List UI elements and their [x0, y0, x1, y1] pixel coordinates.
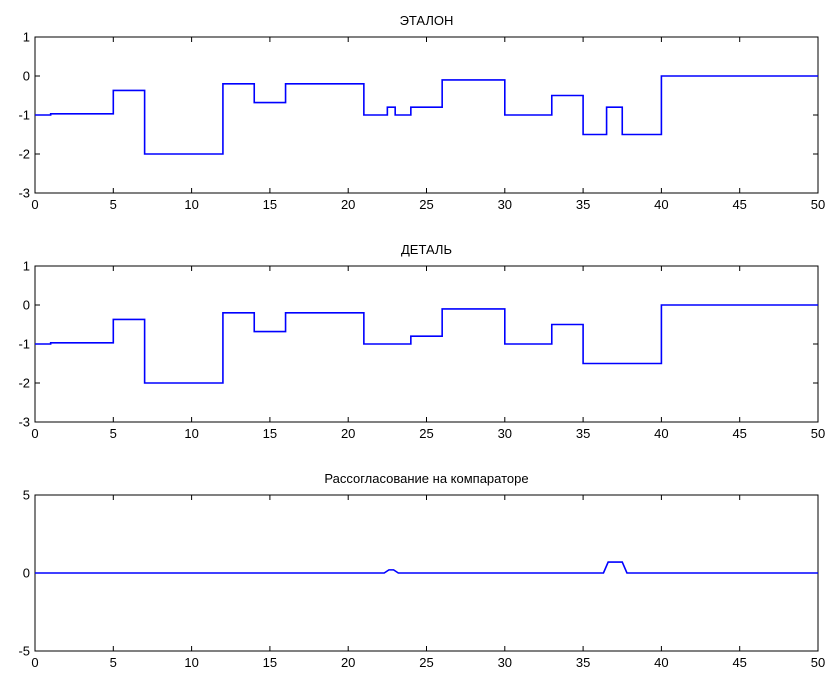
y-tick-label: -2 — [18, 376, 30, 391]
y-tick-label: -1 — [18, 337, 30, 352]
x-tick-label: 5 — [110, 655, 117, 670]
chart-title: Рассогласование на компараторе — [324, 471, 528, 486]
y-tick-label: 1 — [23, 259, 30, 274]
x-tick-label: 35 — [576, 426, 590, 441]
x-tick-label: 20 — [341, 197, 355, 212]
subplot-3: Рассогласование на компараторе 0 5 10 15 20 25… — [18, 471, 825, 670]
x-tick-label: 20 — [341, 426, 355, 441]
x-tick-label: 45 — [732, 197, 746, 212]
y-tick-label: -5 — [18, 644, 30, 659]
x-tick-label: 25 — [419, 197, 433, 212]
x-tick-label: 45 — [732, 655, 746, 670]
y-tick-label: 0 — [23, 298, 30, 313]
x-tick-label: 40 — [654, 426, 668, 441]
x-tick-label: 0 — [31, 426, 38, 441]
x-tick-label: 40 — [654, 655, 668, 670]
chart-title: ДЕТАЛЬ — [401, 242, 452, 257]
chart-title: ЭТАЛОН — [400, 13, 454, 28]
y-tick-label: 1 — [23, 30, 30, 45]
x-tick-label: 10 — [184, 197, 198, 212]
x-tick-label: 45 — [732, 426, 746, 441]
y-tick-label: 0 — [23, 566, 30, 581]
x-tick-label: 10 — [184, 426, 198, 441]
series-line — [35, 304, 818, 384]
series-line — [35, 561, 818, 574]
x-tick-label: 15 — [263, 426, 277, 441]
y-tick-label: -3 — [18, 415, 30, 430]
y-tick-label: -3 — [18, 186, 30, 201]
x-tick-label: 20 — [341, 655, 355, 670]
x-tick-label: 0 — [31, 655, 38, 670]
x-tick-label: 30 — [498, 426, 512, 441]
series-line — [35, 75, 818, 155]
x-tick-label: 50 — [811, 197, 825, 212]
x-tick-label: 50 — [811, 426, 825, 441]
x-tick-label: 25 — [419, 655, 433, 670]
y-tick-label: 5 — [23, 488, 30, 503]
x-tick-label: 35 — [576, 197, 590, 212]
y-tick-label: -1 — [18, 108, 30, 123]
x-tick-label: 5 — [110, 426, 117, 441]
x-tick-label: 50 — [811, 655, 825, 670]
x-tick-label: 35 — [576, 655, 590, 670]
x-tick-label: 25 — [419, 426, 433, 441]
x-tick-label: 5 — [110, 197, 117, 212]
y-tick-label: 0 — [23, 69, 30, 84]
y-tick-label: -2 — [18, 147, 30, 162]
x-tick-label: 15 — [263, 197, 277, 212]
x-tick-label: 0 — [31, 197, 38, 212]
x-tick-label: 30 — [498, 197, 512, 212]
x-tick-label: 30 — [498, 655, 512, 670]
x-tick-label: 40 — [654, 197, 668, 212]
axes-box — [34, 36, 819, 194]
axes-box — [34, 265, 819, 423]
x-tick-label: 10 — [184, 655, 198, 670]
x-tick-label: 15 — [263, 655, 277, 670]
